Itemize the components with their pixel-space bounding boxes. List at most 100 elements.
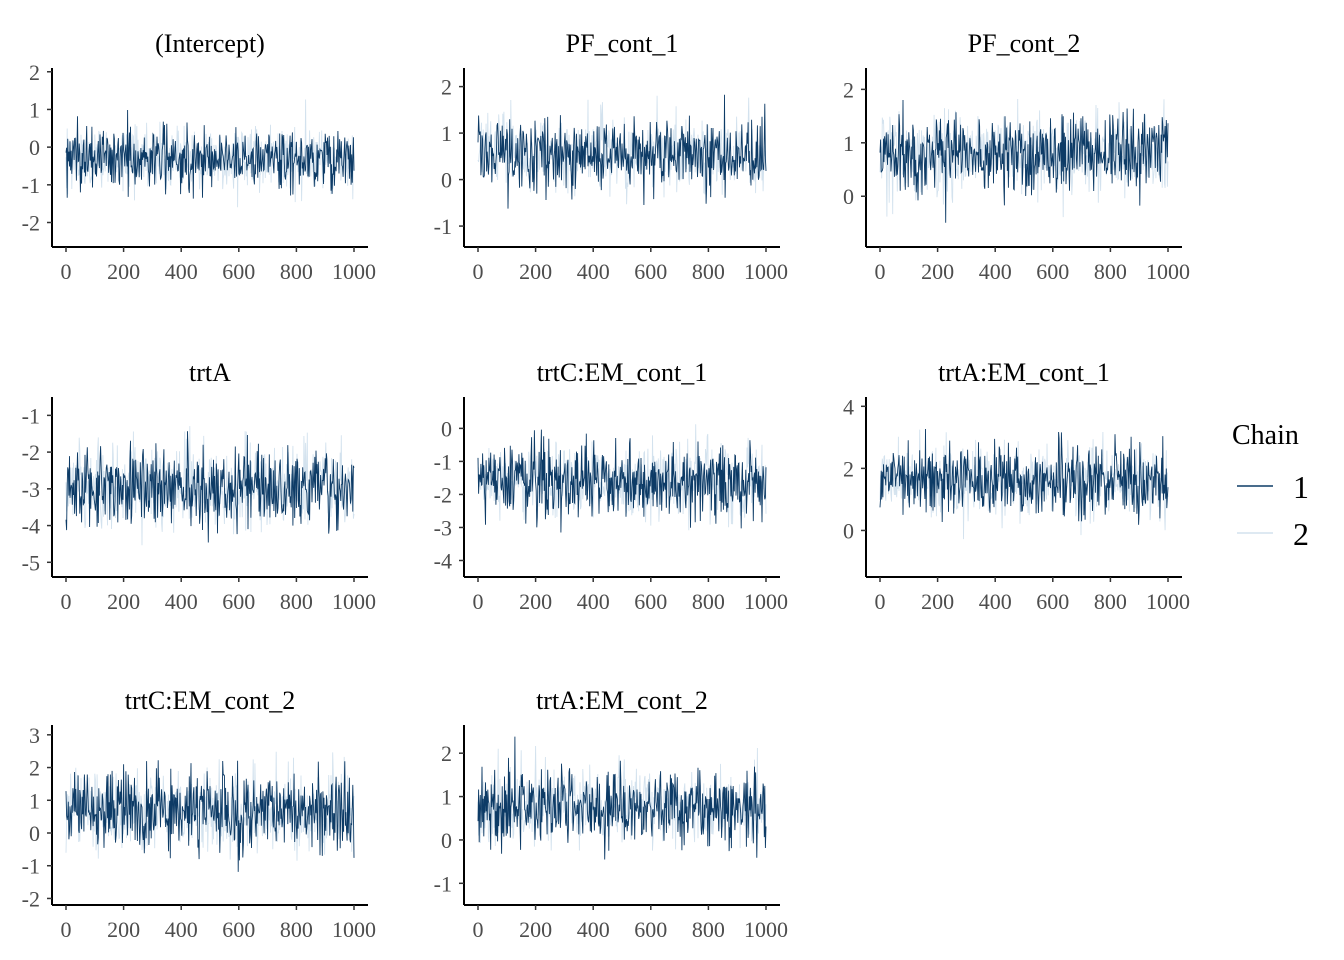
x-tick-label: 600 bbox=[634, 589, 667, 614]
y-tick-label: -1 bbox=[434, 449, 452, 474]
x-tick-label: 600 bbox=[1036, 589, 1069, 614]
x-tick-label: 800 bbox=[280, 917, 313, 942]
x-tick-label: 1000 bbox=[1146, 259, 1190, 284]
y-tick-label: -1 bbox=[22, 854, 40, 879]
trace-line-chain-1 bbox=[65, 431, 355, 543]
y-tick-label: 2 bbox=[843, 456, 854, 481]
panel-title: PF_cont_1 bbox=[566, 29, 679, 58]
y-tick-label: -2 bbox=[22, 886, 40, 911]
panel-title: trtA bbox=[189, 358, 231, 387]
x-tick-label: 400 bbox=[577, 589, 610, 614]
y-tick-label: -2 bbox=[22, 440, 40, 465]
y-tick-label: 0 bbox=[441, 828, 452, 853]
y-tick-label: 3 bbox=[29, 723, 40, 748]
x-tick-label: 1000 bbox=[744, 589, 788, 614]
x-tick-label: 0 bbox=[61, 259, 72, 284]
y-tick-label: 1 bbox=[29, 97, 40, 122]
y-tick-label: 0 bbox=[29, 135, 40, 160]
x-tick-label: 0 bbox=[875, 589, 886, 614]
y-tick-label: -2 bbox=[22, 211, 40, 236]
x-tick-label: 200 bbox=[921, 589, 954, 614]
x-tick-label: 600 bbox=[222, 589, 255, 614]
y-tick-label: 1 bbox=[843, 131, 854, 156]
y-tick-label: 1 bbox=[441, 785, 452, 810]
x-tick-label: 800 bbox=[692, 589, 725, 614]
trace-line-chain-2 bbox=[879, 98, 1169, 218]
x-tick-label: 400 bbox=[577, 917, 610, 942]
x-tick-label: 400 bbox=[165, 589, 198, 614]
trace-line-chain-1 bbox=[879, 428, 1169, 525]
x-tick-label: 200 bbox=[519, 589, 552, 614]
panel-0: (Intercept) -2 -1 0 1 2 0 200 400 600 800 1000 bbox=[22, 29, 376, 284]
y-tick-label: 0 bbox=[29, 821, 40, 846]
x-tick-label: 0 bbox=[473, 259, 484, 284]
y-tick-label: 2 bbox=[441, 741, 452, 766]
trace-line-chain-1 bbox=[477, 94, 767, 209]
x-tick-label: 0 bbox=[875, 259, 886, 284]
x-tick-label: 200 bbox=[107, 589, 140, 614]
x-tick-label: 200 bbox=[519, 259, 552, 284]
y-tick-label: -3 bbox=[22, 477, 40, 502]
y-tick-label: -4 bbox=[22, 514, 40, 539]
x-tick-label: 800 bbox=[1094, 259, 1127, 284]
y-tick-label: 2 bbox=[843, 77, 854, 102]
trace-line-chain-1 bbox=[879, 99, 1169, 223]
panel-title: (Intercept) bbox=[155, 29, 265, 58]
y-tick-label: 0 bbox=[843, 184, 854, 209]
panel-5: trtA:EM_cont_1 0 2 4 0 200 400 600 800 1000 bbox=[843, 358, 1190, 614]
x-tick-label: 400 bbox=[979, 259, 1012, 284]
x-tick-label: 1000 bbox=[332, 589, 376, 614]
x-tick-label: 600 bbox=[634, 259, 667, 284]
x-tick-label: 600 bbox=[1036, 259, 1069, 284]
x-tick-label: 800 bbox=[692, 259, 725, 284]
trace-line-chain-1 bbox=[477, 736, 767, 860]
legend-label-chain-2: 2 bbox=[1293, 516, 1309, 552]
x-tick-label: 800 bbox=[1094, 589, 1127, 614]
y-tick-label: -2 bbox=[434, 482, 452, 507]
y-tick-label: -5 bbox=[22, 550, 40, 575]
trace-line-chain-2 bbox=[65, 426, 355, 546]
x-tick-label: 1000 bbox=[332, 259, 376, 284]
y-tick-label: -3 bbox=[434, 515, 452, 540]
y-tick-label: 0 bbox=[441, 168, 452, 193]
panel-3: trtA -5 -4 -3 -2 -1 0 200 400 600 800 1000 bbox=[22, 358, 376, 614]
y-tick-label: 0 bbox=[441, 416, 452, 441]
x-tick-label: 800 bbox=[280, 259, 313, 284]
y-tick-label: 1 bbox=[29, 788, 40, 813]
trace-line-chain-1 bbox=[65, 760, 355, 872]
y-tick-label: -1 bbox=[434, 214, 452, 239]
panel-title: PF_cont_2 bbox=[968, 29, 1081, 58]
panel-2: PF_cont_2 0 1 2 0 200 400 600 800 1000 bbox=[843, 29, 1190, 284]
panel-1: PF_cont_1 -1 0 1 2 0 200 400 600 800 1000 bbox=[434, 29, 788, 284]
y-tick-label: -4 bbox=[434, 548, 452, 573]
legend-title: Chain bbox=[1232, 420, 1299, 451]
x-tick-label: 200 bbox=[107, 917, 140, 942]
y-tick-label: -1 bbox=[22, 173, 40, 198]
panel-6: trtC:EM_cont_2 -2 -1 0 1 2 3 0 200 400 600 800 1000 bbox=[22, 686, 376, 942]
legend: Chain 1 2 bbox=[1232, 420, 1309, 552]
y-tick-label: 2 bbox=[29, 60, 40, 85]
panel-4: trtC:EM_cont_1 -4 -3 -2 -1 0 0 200 400 600 800 1000 bbox=[434, 358, 788, 614]
x-tick-label: 200 bbox=[519, 917, 552, 942]
x-tick-label: 400 bbox=[165, 917, 198, 942]
panel-title: trtC:EM_cont_2 bbox=[125, 686, 295, 715]
x-tick-label: 0 bbox=[473, 917, 484, 942]
legend-label-chain-1: 1 bbox=[1293, 469, 1309, 505]
x-tick-label: 0 bbox=[61, 589, 72, 614]
x-tick-label: 1000 bbox=[744, 259, 788, 284]
y-tick-label: 2 bbox=[29, 756, 40, 781]
x-tick-label: 0 bbox=[61, 917, 72, 942]
panel-title: trtA:EM_cont_2 bbox=[536, 686, 708, 715]
trace-line-chain-1 bbox=[477, 429, 767, 533]
x-tick-label: 1000 bbox=[1146, 589, 1190, 614]
x-tick-label: 800 bbox=[280, 589, 313, 614]
y-tick-label: -1 bbox=[434, 871, 452, 896]
x-tick-label: 200 bbox=[107, 259, 140, 284]
x-tick-label: 400 bbox=[577, 259, 610, 284]
x-tick-label: 600 bbox=[222, 259, 255, 284]
x-tick-label: 1000 bbox=[332, 917, 376, 942]
x-tick-label: 0 bbox=[473, 589, 484, 614]
x-tick-label: 600 bbox=[634, 917, 667, 942]
